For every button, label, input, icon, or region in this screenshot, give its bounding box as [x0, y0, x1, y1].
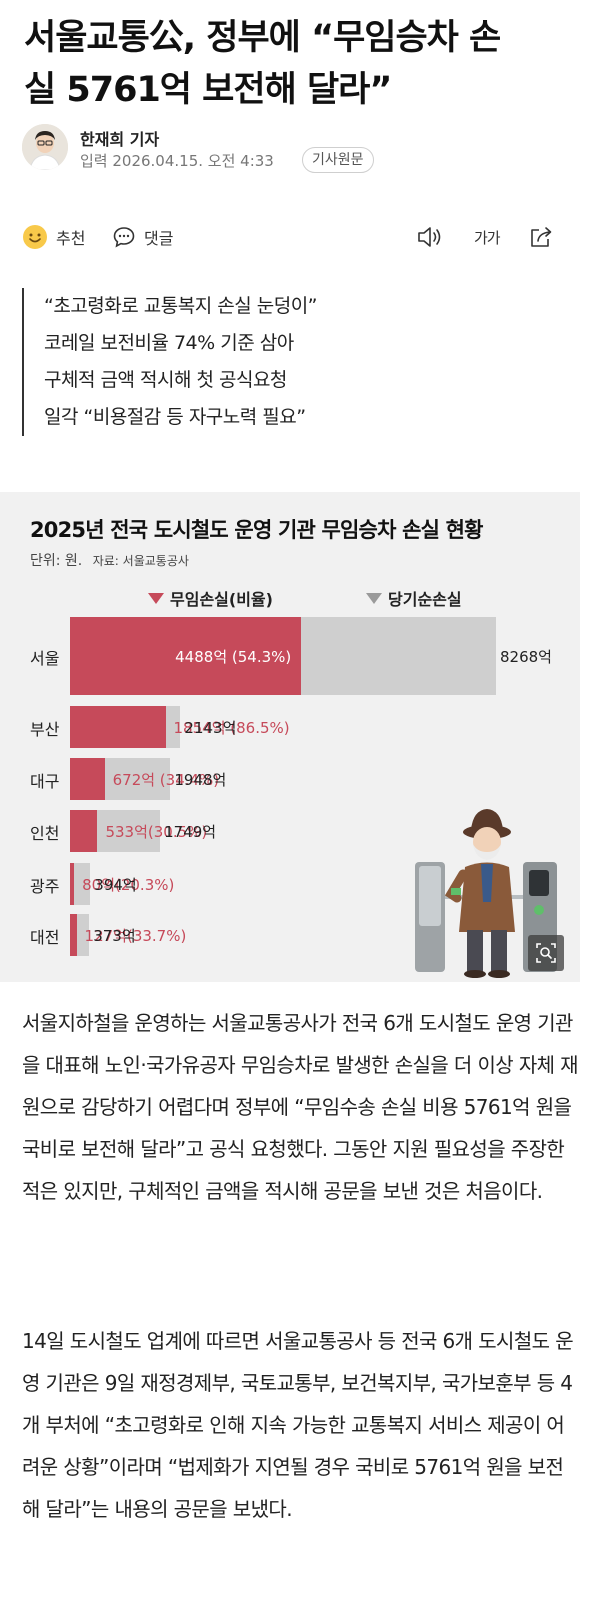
- speaker-icon: [418, 227, 441, 247]
- comment-button[interactable]: 댓글: [112, 222, 173, 252]
- net-loss-value-label: 1749억: [164, 823, 217, 841]
- headline-line-2: 실 5761억 보전해 달라”: [24, 70, 392, 110]
- category-label: 서울: [30, 649, 60, 668]
- net-loss-value-label: 373억: [93, 927, 136, 945]
- reporter-name[interactable]: 한재희 기자: [80, 130, 160, 149]
- chart-source: 자료: 서울교통공사: [92, 554, 189, 568]
- bar-free-ride-loss: [70, 810, 98, 852]
- loss-value-label: 4488억 (54.3%): [175, 648, 292, 666]
- category-label: 인천: [30, 824, 60, 843]
- net-loss-value-label: 2143억: [184, 719, 237, 737]
- legend-total: 당기순손실: [366, 586, 462, 610]
- bar-free-ride-loss: [70, 863, 75, 905]
- category-label: 대전: [30, 928, 60, 947]
- loss-chart-infographic[interactable]: 2025년 전국 도시철도 운영 기관 무임승차 손실 현황 단위: 원. 자료…: [0, 492, 580, 982]
- bar-free-ride-loss: [70, 914, 77, 956]
- bar-free-ride-loss: [70, 617, 302, 695]
- loss-value-label: 127억(33.7%): [84, 927, 187, 945]
- article-headline: 서울교통公, 정부에 “무임승차 손 실 5761억 보전해 달라”: [24, 12, 580, 116]
- legend-total-marker: [366, 592, 382, 604]
- legend-loss-label: 무임손실(비율): [170, 590, 273, 609]
- bar-net-loss: [70, 863, 91, 905]
- net-loss-value-label: 8268억: [500, 648, 552, 666]
- original-article-button[interactable]: 기사원문: [302, 147, 374, 173]
- chart-subtitle: 단위: 원. 자료: 서울교통공사: [30, 550, 189, 570]
- bar-free-ride-loss: [70, 706, 166, 748]
- smiley-icon: [23, 225, 47, 249]
- byline: 한재희 기자 입력 2026.04.15. 오전 4:33 기사원문: [22, 124, 578, 174]
- tts-button[interactable]: [416, 222, 444, 252]
- bar-free-ride-loss: [70, 758, 105, 800]
- publish-datetime: 입력 2026.04.15. 오전 4:33: [80, 152, 274, 170]
- legend-loss-marker: [148, 592, 164, 604]
- article-summary: “초고령화로 교통복지 손실 눈덩이” 코레일 보전비율 74% 기준 삼아 구…: [22, 288, 578, 436]
- article-action-bar: 추천 댓글 가가: [22, 222, 578, 252]
- category-label: 광주: [30, 877, 60, 896]
- chart-unit: 단위: 원.: [30, 553, 83, 569]
- font-size-button[interactable]: 가가: [474, 222, 501, 252]
- loss-value-label: 1854억 (86.5%): [173, 719, 290, 737]
- category-label: 부산: [30, 720, 60, 739]
- loss-value-label: 672억 (34.4%): [112, 771, 220, 789]
- legend-total-label: 당기순손실: [388, 590, 462, 609]
- net-loss-value-label: 1948억: [174, 771, 227, 789]
- summary-line-2: 코레일 보전비율 74% 기준 삼아: [44, 332, 294, 354]
- net-loss-value-label: 394억: [94, 876, 137, 894]
- article-paragraph-1: 서울지하철을 운영하는 서울교통공사가 전국 6개 도시철도 운영 기관을 대표…: [22, 1011, 579, 1203]
- legend-loss: 무임손실(비율): [148, 586, 273, 610]
- comment-bubble-icon: [113, 227, 135, 248]
- reporter-avatar[interactable]: [22, 124, 68, 170]
- summary-line-4: 일각 “비용절감 등 자구노력 필요”: [44, 406, 306, 428]
- article-paragraph-2: 14일 도시철도 업계에 따르면 서울교통공사 등 전국 6개 도시철도 운영 …: [22, 1329, 574, 1521]
- recommend-label: 추천: [56, 229, 86, 248]
- magnifier-icon: [536, 943, 556, 963]
- headline-line-1: 서울교통公, 정부에 “무임승차 손: [24, 18, 501, 58]
- zoom-image-button[interactable]: [528, 935, 564, 971]
- loss-value-label: 80억(20.3%): [82, 876, 175, 894]
- category-label: 대구: [30, 772, 60, 791]
- share-button[interactable]: [528, 222, 554, 252]
- comment-label: 댓글: [144, 229, 174, 248]
- recommend-button[interactable]: 추천: [22, 222, 85, 252]
- summary-line-3: 구체적 금액 적시해 첫 공식요청: [44, 369, 287, 391]
- chart-title: 2025년 전국 도시철도 운영 기관 무임승차 손실 현황: [30, 518, 484, 542]
- summary-line-1: “초고령화로 교통복지 손실 눈덩이”: [44, 295, 318, 317]
- share-icon: [531, 227, 552, 247]
- loss-value-label: 533억(30.5%): [105, 823, 208, 841]
- font-size-icon: 가가: [474, 228, 501, 247]
